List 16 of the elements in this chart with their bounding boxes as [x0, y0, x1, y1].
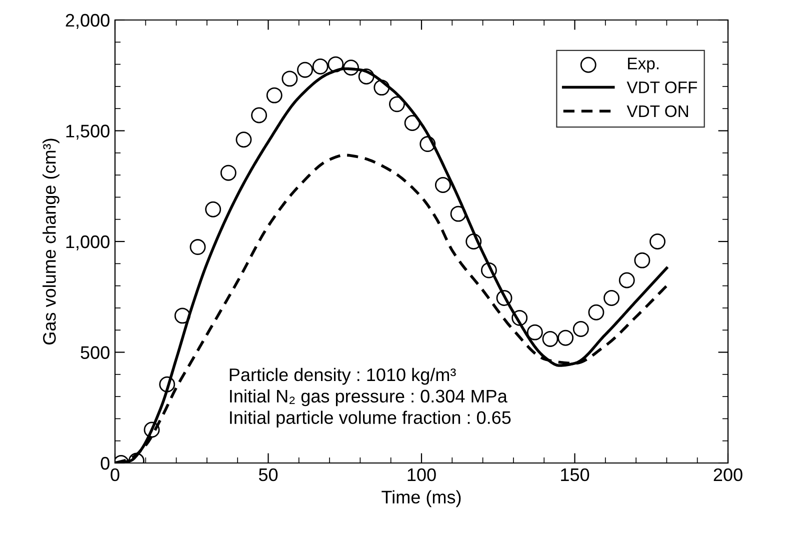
legend-label: VDT OFF [626, 81, 698, 94]
y-tick-label: 0 [100, 456, 110, 470]
x-tick-label: 50 [258, 468, 278, 482]
y-axis-title: Gas volume change (cm³) [42, 138, 60, 344]
x-axis-title: Time (ms) [382, 490, 461, 508]
legend-label: Exp. [628, 58, 659, 73]
annotation: Particle density : 1010 kg/m³ Initial N₂ gas pressure : 0.304 MPa Initial particle volume fraction : 0.65 [230, 368, 511, 428]
y-tick-label: 500 [80, 346, 110, 359]
x-tick-label: 100 [408, 468, 436, 482]
x-tick-label: 200 [714, 468, 742, 482]
y-tick-label: 2,000 [66, 14, 110, 29]
legend-label: VDT ON [626, 105, 688, 118]
y-tick-label: 1,000 [66, 235, 110, 250]
x-tick-label: 150 [561, 468, 590, 482]
x-tick-label: 0 [110, 468, 120, 482]
y-tick-label: 1,500 [66, 124, 110, 140]
